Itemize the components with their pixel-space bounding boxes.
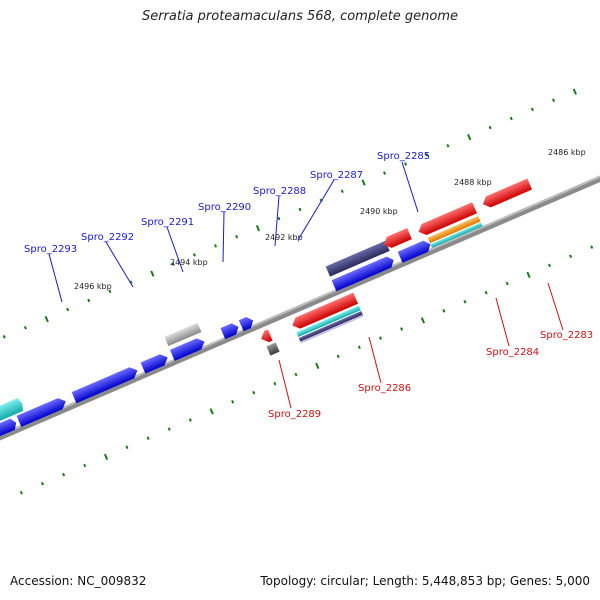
page-title: Serratia proteamaculans 568, complete ge… <box>141 9 459 24</box>
gene-arrow-spro-2290[interactable] <box>169 336 207 361</box>
gene-bar-spro-2285[interactable] <box>325 240 390 277</box>
upper-tick-track <box>2 88 577 339</box>
gene-label-spro-2285[interactable]: Spro_2285 <box>377 151 430 162</box>
topology-summary: Topology: circular; Length: 5,448,853 bp… <box>260 574 590 588</box>
reverse-leader-lines <box>278 282 564 409</box>
gene-label-spro-2288[interactable]: Spro_2288 <box>253 186 306 197</box>
gene-bar-gray[interactable] <box>164 322 202 347</box>
scale-label-2490: 2490 kbp <box>360 207 398 216</box>
scale-label-2486: 2486 kbp <box>548 148 586 157</box>
gene-bar-spro-2289[interactable] <box>266 342 280 356</box>
gene-arrow-spro-2284[interactable] <box>381 228 412 250</box>
gene-arrow-forward-2[interactable] <box>397 239 433 263</box>
gene-label-spro-2287[interactable]: Spro_2287 <box>310 170 363 181</box>
gene-label-spro-2283[interactable]: Spro_2283 <box>540 330 593 341</box>
gene-arrow-spro-2289-red[interactable] <box>259 329 273 344</box>
accession-text: Accession: NC_009832 <box>10 574 147 588</box>
gene-arrow-reverse-long[interactable] <box>416 202 477 237</box>
gene-arrow-reverse-right[interactable] <box>480 178 533 210</box>
gene-arrow-spro-2292[interactable] <box>71 365 140 404</box>
gene-arrow-spro-2293[interactable] <box>16 396 69 427</box>
forward-leader-lines <box>48 161 419 303</box>
forward-genes <box>0 239 433 442</box>
scale-label-2494: 2494 kbp <box>170 258 208 267</box>
gene-label-spro-2289[interactable]: Spro_2289 <box>268 409 321 420</box>
gene-arrow-spro-2291[interactable] <box>140 352 171 374</box>
gene-arrow-forward-1[interactable] <box>331 255 396 292</box>
reverse-genes <box>259 178 533 356</box>
gene-bar-spro-2286-purple[interactable] <box>298 311 363 342</box>
gene-label-spro-2291[interactable]: Spro_2291 <box>141 217 194 228</box>
gene-bar-orange[interactable] <box>427 216 481 244</box>
gene-arrow-spro-2286[interactable] <box>290 292 359 331</box>
gene-arrow-cyan-left[interactable] <box>0 397 25 429</box>
gene-bar-spro-2286-cyan[interactable] <box>296 305 361 338</box>
gene-label-spro-2293[interactable]: Spro_2293 <box>24 244 77 255</box>
gene-label-spro-2292[interactable]: Spro_2292 <box>81 232 134 243</box>
gene-bar-spro-2283-cyan[interactable] <box>430 222 483 248</box>
lower-tick-track <box>19 245 594 495</box>
scale-label-2488: 2488 kbp <box>454 178 492 187</box>
gene-arrow-spro-2287[interactable] <box>238 315 256 332</box>
gene-label-spro-2286[interactable]: Spro_2286 <box>358 383 411 394</box>
gene-arrow-left-edge[interactable] <box>0 417 19 442</box>
gene-label-spro-2284[interactable]: Spro_2284 <box>486 347 539 358</box>
scale-label-2492: 2492 kbp <box>265 233 303 242</box>
gene-label-spro-2290[interactable]: Spro_2290 <box>198 202 251 213</box>
scale-label-2496: 2496 kbp <box>74 282 112 291</box>
gene-bar-spro-2286-lilac[interactable] <box>300 314 364 344</box>
gene-arrow-spro-2288[interactable] <box>220 321 240 340</box>
